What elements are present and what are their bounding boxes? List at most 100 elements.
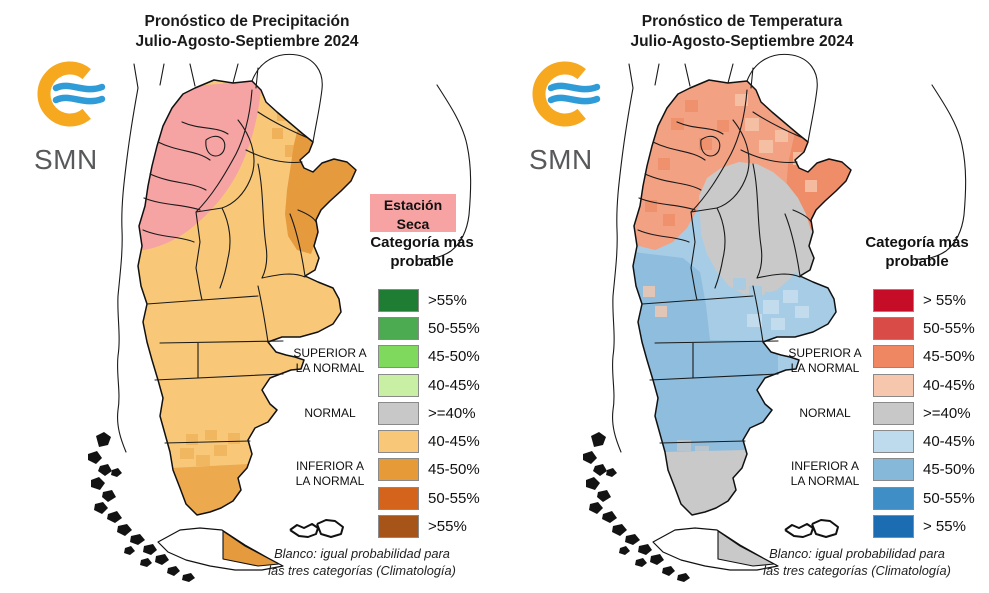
legend-swatch [378,345,419,369]
legend-swatch [378,401,419,425]
group-inferior-normal: INFERIOR A LA NORMAL [295,459,365,488]
legend-swatch [873,373,914,397]
legend-row: 50-55% [873,484,975,512]
legend-row: 50-55% [378,484,480,512]
legend-row: 50-55% [873,314,975,342]
legend-row: 45-50% [873,456,975,484]
legend-swatch [378,486,419,510]
legend-swatch [378,458,419,482]
legend-row: 40-45% [378,427,480,455]
legend-value: 40-45% [428,433,480,451]
legend-swatch [873,430,914,454]
legend-value: > 55% [923,291,966,309]
dry-season-region [138,81,261,250]
group-superior-normal: SUPERIOR A LA NORMAL [788,346,862,375]
smn-logo-label: SMN [34,144,98,175]
panel-temperature: Pronóstico de Temperatura Julio-Agosto-S… [495,0,989,593]
legend-value: 40-45% [923,376,975,394]
legend-heading: Categoría más probable [370,234,474,270]
legend-row: 45-50% [873,343,975,371]
smn-logo-label: SMN [529,144,593,175]
legend: >55% 50-55% 45-50% 40-45% >=40% [378,286,480,541]
chile-coast [116,87,139,453]
legend-swatch [873,486,914,510]
entre-rios-normal-region [785,230,814,276]
legend-swatch [378,515,419,539]
legend-row: 45-50% [378,343,480,371]
patagonia-cuyo-region [633,252,778,466]
group-superior-normal: SUPERIOR A LA NORMAL [293,346,367,375]
group-normal: NORMAL [304,406,356,420]
northeast-warm-region [786,132,851,230]
legend-row: >=40% [873,399,975,427]
title-line-1: Pronóstico de Temperatura [641,13,843,30]
footnote: Blanco: igual probabilidad para las tres… [268,546,456,579]
northeast-region [285,128,356,254]
legend-value: >=40% [428,404,476,422]
legend-swatch [378,288,419,312]
legend-row: >=40% [378,399,480,427]
legend-swatch [873,316,914,340]
legend-value: 50-55% [428,489,480,507]
legend-value: > 55% [923,518,966,536]
panel-title: Pronóstico de Precipitación Julio-Agosto… [0,12,494,53]
group-normal: NORMAL [799,406,851,420]
panel-title: Pronóstico de Temperatura Julio-Agosto-S… [495,12,989,53]
group-inferior-normal: INFERIOR A LA NORMAL [790,459,860,488]
legend-value: >55% [428,291,467,309]
legend-value: 45-50% [923,348,975,366]
chile-coast [611,87,634,453]
legend-row: > 55% [873,512,975,540]
far-south-normal-region [663,450,747,515]
temperature-map [583,53,967,582]
title-line-1: Pronóstico de Precipitación [144,13,350,30]
legend-swatch [378,316,419,340]
legend-value: 50-55% [428,319,480,337]
legend-swatch [378,373,419,397]
legend-swatch [378,430,419,454]
south-region [171,464,249,515]
dry-season-badge: Estación Seca [370,194,456,232]
tierra-del-fuego-region [222,530,280,567]
legend-value: 45-50% [428,461,480,479]
legend-row: 40-45% [873,427,975,455]
legend-heading: Categoría más probable [865,234,969,270]
legend-value: 50-55% [923,319,975,337]
legend-value: 50-55% [923,489,975,507]
falkland-islands [289,519,344,538]
smn-logo-icon [532,61,601,127]
mosaic-cells-south [180,430,240,466]
mosaic-cells-south [677,440,726,463]
smn-logo-icon [37,61,106,127]
legend-swatch [873,345,914,369]
legend-value: >=40% [923,404,971,422]
legend-row: 40-45% [378,371,480,399]
panel-precipitation: Pronóstico de Precipitación Julio-Agosto… [0,0,494,593]
legend-value: 45-50% [428,348,480,366]
footnote: Blanco: igual probabilidad para las tres… [763,546,951,579]
smn-logo: SMN [523,56,613,186]
legend-value: 40-45% [923,433,975,451]
legend-swatch [873,458,914,482]
title-line-2: Julio-Agosto-Septiembre 2024 [135,33,359,51]
legend-row: >55% [378,286,480,314]
legend-row: >55% [378,512,480,540]
falkland-islands [784,519,839,538]
smn-logo: SMN [28,56,118,186]
title-line-2: Julio-Agosto-Septiembre 2024 [630,33,854,51]
legend-value: 40-45% [428,376,480,394]
legend-value: >55% [428,518,467,536]
mosaic-cells-warm [645,100,729,226]
precipitation-map [88,53,472,582]
legend-swatch [873,288,914,312]
legend-row: 50-55% [378,314,480,342]
tierra-del-fuego-region [717,530,775,567]
legend-value: 45-50% [923,461,975,479]
legend-row: > 55% [873,286,975,314]
legend-row: 45-50% [378,456,480,484]
legend-swatch [873,401,914,425]
legend-swatch [873,515,914,539]
center-normal-region [699,162,811,296]
legend: > 55% 50-55% 45-50% 40-45% >=40% [873,286,975,541]
